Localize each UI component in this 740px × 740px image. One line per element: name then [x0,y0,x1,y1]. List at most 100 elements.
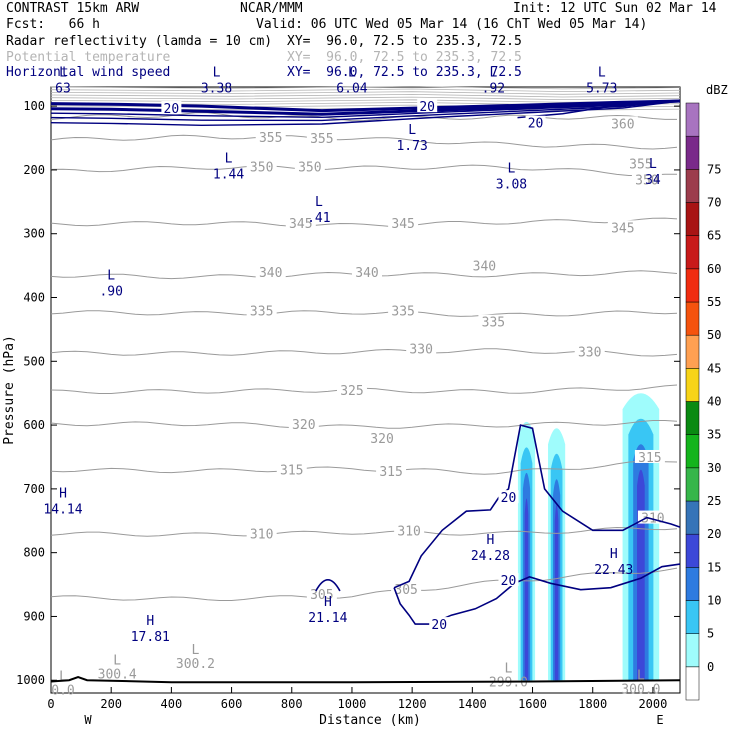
wind-label-bg [417,99,438,113]
isentrope-350 [50,164,677,176]
x-tick-label: 1000 [338,697,367,711]
colorbar-swatch [685,500,700,535]
field-theta-xy: XY= 96.0, 72.5 to 235.3, 72.5 [287,50,522,65]
isentrope-label-bg [406,341,437,355]
colorbar-swatch [685,301,700,336]
colorbar-swatch [685,567,700,601]
x-tick-label: 800 [281,697,303,711]
colorbar-swatch [685,600,700,634]
organization: NCAR/MMM [240,1,303,16]
isentrope-label: 315 [379,465,402,480]
wind-extremum-type: L [489,66,497,81]
wind-contour-label: 20 [164,102,180,117]
field-theta: Potential temperature [6,50,171,65]
isentrope-label-bg [367,430,398,444]
isentrope-label: 335 [482,316,505,331]
wind-extremum-value: 1.73 [396,139,427,154]
isentrope-label: 305 [394,583,417,598]
colorbar-swatch [685,135,700,170]
wind-extremum-value: 14.14 [43,503,82,518]
isentrope-label: 345 [611,221,634,236]
y-tick-label: 400 [23,291,45,305]
colorbar-level: 20 [707,527,721,541]
wind-contour-label: 20 [501,574,517,589]
isentrope-330 [50,348,678,357]
x-tick-label: 400 [161,697,183,711]
isentrope-label: 320 [292,418,315,433]
wind-label-bg [498,490,519,504]
wind-speed-contour [50,100,681,119]
wind-extremum-value: 21.14 [308,611,347,626]
isentrope-label: 330 [409,343,432,358]
field-wind: Horizontal wind speed [6,65,171,80]
wind-extremum-type: H [146,614,154,629]
colorbar-swatch [685,102,700,137]
y-tick-label: 300 [23,227,45,241]
isentrope-label-bg [306,587,337,601]
y-tick-label: 200 [23,163,45,177]
colorbar-swatch [685,334,700,369]
colorbar-level: 15 [707,560,721,574]
isentrope-label-bg [276,462,307,476]
wind-extremum-value: 6.04 [336,82,367,97]
colorbar-level: 75 [707,162,721,176]
colorbar-swatch [685,533,700,568]
isentrope-label-bg [352,264,383,278]
theta-extremum-value: 0.0 [51,684,74,699]
wind-extremum-type: L [59,66,67,81]
isentrope-label: 305 [310,588,333,603]
wind-extremum-value: 22.43 [594,563,633,578]
isentrope-label-bg [294,159,325,173]
theta-extremum-value: 300.2 [176,657,215,672]
wind-speed-contour [50,100,681,127]
isentrope-label-bg [376,464,407,478]
isentrope-label-bg [478,314,509,328]
y-tick-label: 800 [23,546,45,560]
wind-contour-label: 20 [419,100,435,115]
wind-extremum-type: L [508,161,516,176]
y-axis-label: Pressure (hPa) [2,335,17,445]
isentrope-label-bg [255,264,286,278]
isentrope-label: 310 [250,528,273,543]
wind-extremum-value: 63 [55,82,71,97]
isentrope-320 [50,420,678,429]
y-tick-label: 900 [23,609,45,623]
isentrope-360 [50,112,677,122]
wind-extremum-type: L [348,66,356,81]
isentrope-label-bg [288,416,319,430]
y-tick-label: 100 [23,99,45,113]
y-tick-label: 600 [23,418,45,432]
x-tick-label: 2000 [638,697,667,711]
y-tick-label: 700 [23,482,45,496]
isentrope-label: 340 [259,266,282,281]
colorbar-level: 30 [707,461,721,475]
colorbar-level: 65 [707,229,721,243]
isentrope-label-bg [388,303,419,317]
theta-extremum-type: L [113,654,121,669]
colorbar-level: 40 [707,395,721,409]
isentrope-335 [50,310,678,317]
isentrope-label: 335 [391,304,414,319]
colorbar-level: 25 [707,494,721,508]
init-time: Init: 12 UTC Sun 02 Mar 14 [513,1,717,16]
wind-extremum-value: 1.44 [213,168,244,183]
x-right-label: E [656,713,663,727]
colorbar-swatch [685,401,700,435]
upper-isentrope-line [50,96,681,101]
isentrope-355 [50,134,678,150]
x-left-label: W [84,713,92,727]
isentrope-label-bg [607,220,638,234]
isentrope-label: 350 [635,173,658,188]
isentrope-label: 340 [355,266,378,281]
isentrope-label-bg [306,131,337,145]
wind-extremum-type: H [324,595,332,610]
x-tick-label: 0 [47,697,54,711]
isentrope-label: 345 [391,217,414,232]
wind-speed-contour [393,424,681,589]
x-tick-label: 600 [221,697,243,711]
isentrope-label-bg [634,449,665,463]
colorbar-level: 45 [707,361,721,375]
wind-extremum-value: 3.08 [496,177,527,192]
isentrope-label-bg [469,258,500,272]
theta-extremum-value: 299.0 [489,675,528,690]
